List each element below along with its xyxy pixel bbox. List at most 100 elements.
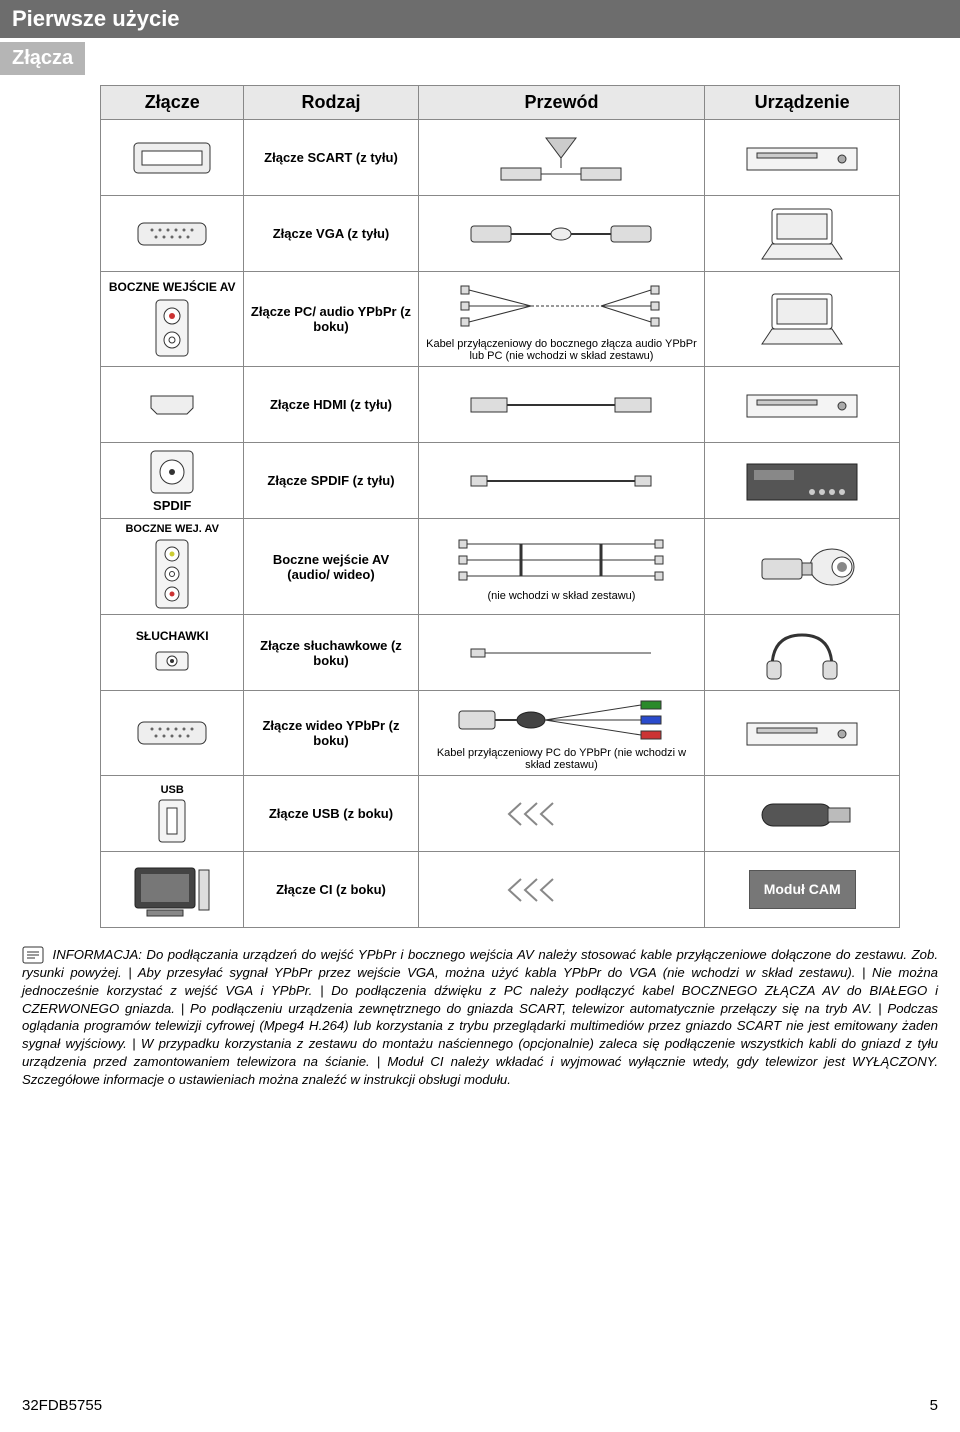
label-side-av: BOCZNE WEJŚCIE AV [107,280,237,294]
arrows-icon [481,873,641,907]
cell-type: Złącze HDMI (z tyłu) [244,367,418,443]
cell-device [705,443,900,519]
cell-connector: BOCZNE WEJ. AV [101,519,244,615]
cell-type: Złącze słuchawkowe (z boku) [244,615,418,691]
th-cable: Przewód [418,86,705,120]
cell-cable [418,615,705,691]
cell-connector [101,120,244,196]
camcorder-icon [742,537,862,597]
cell-cable [418,776,705,852]
cell-cable [418,443,705,519]
laptop-icon [747,204,857,264]
note-icon [22,946,44,964]
cell-cable [418,120,705,196]
connectors-table: Złącze Rodzaj Przewód Urządzenie Złącze … [100,85,900,928]
cable-note: Kabel przyłączeniowy do bocznego złącza … [425,338,699,362]
cam-module-badge: Moduł CAM [749,870,856,909]
label-headphones: SŁUCHAWKI [107,629,237,643]
hdmi-cable-icon [461,388,661,422]
table-row: Złącze VGA (z tyłu) [101,196,900,272]
cell-device [705,367,900,443]
composite-cable-icon [451,532,671,588]
scart-cable-icon [481,133,641,183]
scart-socket-icon [132,141,212,175]
table-row: Złącze HDMI (z tyłu) [101,367,900,443]
cell-cable [418,196,705,272]
cell-device [705,120,900,196]
label-usb: USB [107,784,237,796]
cell-type: Boczne wejście AV (audio/ wideo) [244,519,418,615]
cell-type: Złącze SCART (z tyłu) [244,120,418,196]
table-row: Złącze wideo YPbPr (z boku) Kabel przyłą… [101,691,900,776]
rca-pair-icon [152,298,192,358]
table-row: SPDIF Złącze SPDIF (z tyłu) [101,443,900,519]
cell-device [705,272,900,367]
cell-cable: (nie wchodzi w skład zestawu) [418,519,705,615]
arrows-icon [481,797,641,831]
headphone-cable-icon [461,638,661,668]
connectors-table-wrap: Złącze Rodzaj Przewód Urządzenie Złącze … [0,75,960,928]
cell-cable [418,852,705,928]
cell-connector [101,196,244,272]
vga-socket-icon [132,217,212,251]
usb-stick-icon [742,792,862,836]
th-device: Urządzenie [705,86,900,120]
hdmi-socket-icon [147,392,197,418]
vga-cable-icon [461,214,661,254]
table-header-row: Złącze Rodzaj Przewód Urządzenie [101,86,900,120]
cell-type: Złącze SPDIF (z tyłu) [244,443,418,519]
cell-device [705,196,900,272]
page-subtitle: Złącza [0,42,85,75]
rca-triple-icon [152,538,192,610]
cell-device [705,776,900,852]
usb-socket-icon [155,798,189,844]
info-paragraph: INFORMACJA: Do podłączania urządzeń do w… [22,946,938,1089]
ypbpr-cable-icon [451,695,671,745]
page-footer: 32FDB5755 5 [22,1397,938,1414]
label-side-av2: BOCZNE WEJ. AV [107,523,237,535]
cell-type: Złącze CI (z boku) [244,852,418,928]
cell-type: Złącze wideo YPbPr (z boku) [244,691,418,776]
cell-connector: SPDIF [101,443,244,519]
headphone-jack-icon [152,646,192,676]
coax-cable-icon [461,466,661,496]
table-row: BOCZNE WEJŚCIE AV Złącze PC/ audio YPbPr… [101,272,900,367]
cell-device [705,615,900,691]
page-title: Pierwsze użycie [0,0,960,38]
cell-type: Złącze USB (z boku) [244,776,418,852]
cell-type: Złącze PC/ audio YPbPr (z boku) [244,272,418,367]
cell-cable: Kabel przyłączeniowy do bocznego złącza … [418,272,705,367]
audio-split-cable-icon [451,276,671,336]
cable-note: (nie wchodzi w skład zestawu) [425,590,699,602]
spdif-socket-icon [149,449,195,495]
tv-ci-slot-icon [127,860,217,920]
cell-cable [418,367,705,443]
cell-connector [101,367,244,443]
dvd-player-icon [742,138,862,178]
laptop-icon [747,289,857,349]
cell-connector: USB [101,776,244,852]
vga-socket-icon [132,716,212,750]
cell-connector: BOCZNE WEJŚCIE AV [101,272,244,367]
table-row: USB Złącze USB (z boku) [101,776,900,852]
table-row: Złącze CI (z boku) Moduł CAM [101,852,900,928]
dvd-player-icon [742,385,862,425]
footer-model: 32FDB5755 [22,1397,102,1414]
table-row: SŁUCHAWKI Złącze słuchawkowe (z boku) [101,615,900,691]
cell-connector: SŁUCHAWKI [101,615,244,691]
amplifier-icon [742,456,862,506]
cell-device [705,519,900,615]
info-text: INFORMACJA: Do podłączania urządzeń do w… [22,947,938,1087]
headphones-icon [757,623,847,683]
cell-connector [101,852,244,928]
cell-device [705,691,900,776]
cell-type: Złącze VGA (z tyłu) [244,196,418,272]
cell-device: Moduł CAM [705,852,900,928]
cell-connector [101,691,244,776]
th-type: Rodzaj [244,86,418,120]
table-row: BOCZNE WEJ. AV Boczne wejście AV (audio/… [101,519,900,615]
cable-note: Kabel przyłączeniowy PC do YPbPr (nie wc… [425,747,699,771]
table-row: Złącze SCART (z tyłu) [101,120,900,196]
th-connector: Złącze [101,86,244,120]
label-spdif: SPDIF [107,498,237,513]
